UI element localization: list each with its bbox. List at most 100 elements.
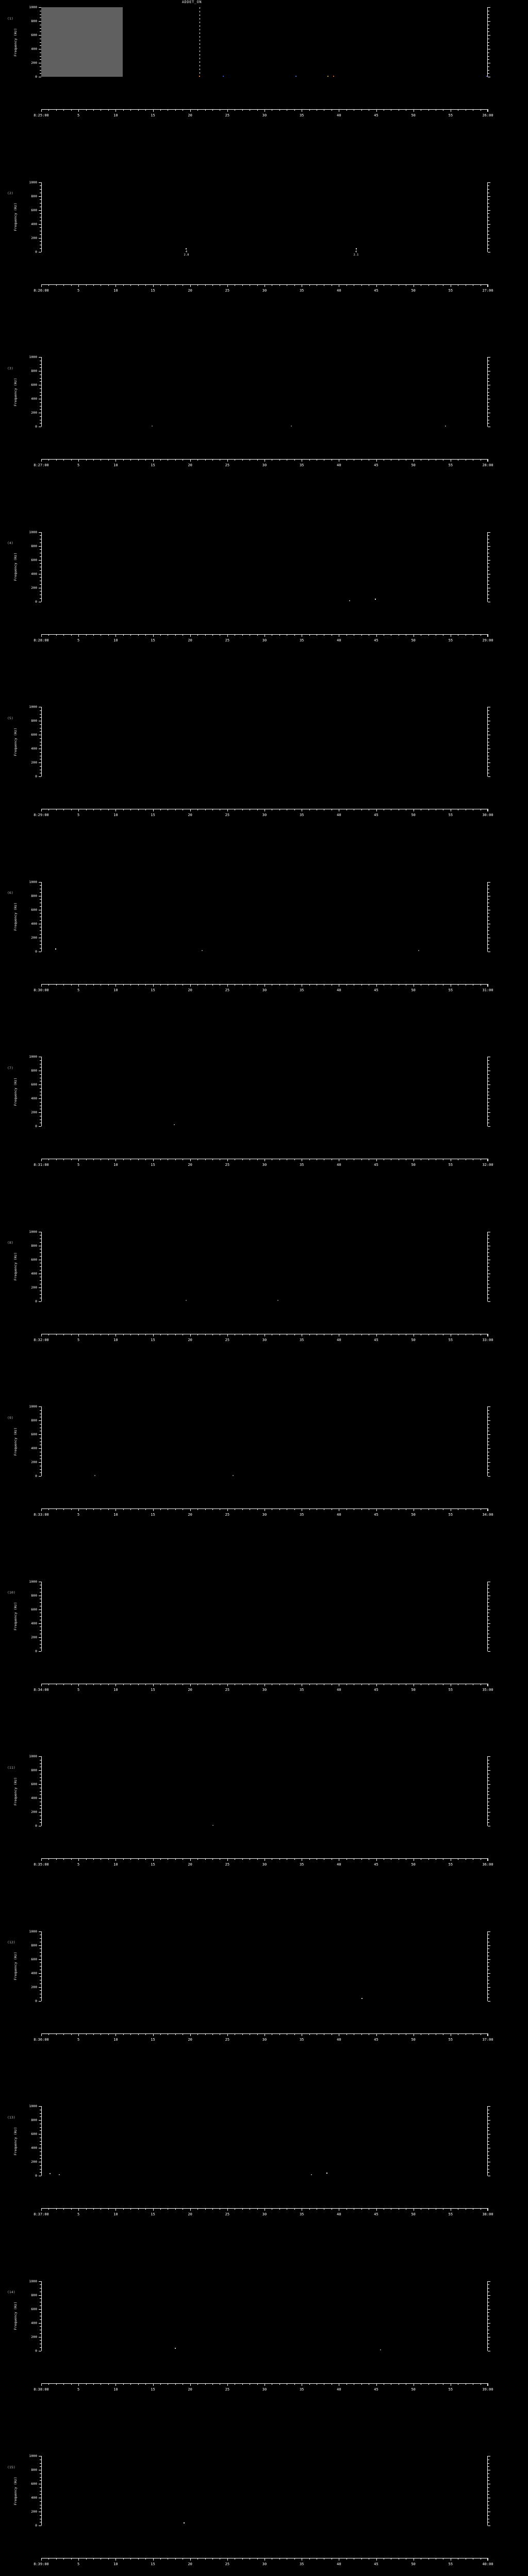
y-axis-minor-tick [40, 2473, 41, 2474]
plot-area: 0 200 400 600 800 1000 4 2.8 4 2.1 [29, 180, 490, 257]
y-axis-title: Frequency (Hz) [13, 1427, 18, 1455]
plot-area: 0 200 400 600 800 1000 [29, 5, 490, 79]
x-axis-tick-label: 50 [411, 1687, 416, 1692]
y-axis-minor-tick-right [488, 714, 489, 715]
x-axis-minor-tick [361, 459, 362, 461]
x-axis-minor-tick [279, 459, 280, 461]
x-axis-minor-tick [145, 1683, 146, 1685]
y-axis-tick-label: 0 [35, 1299, 37, 1303]
x-axis-tick-label: 15 [151, 1862, 155, 1867]
y-axis-minor-tick [40, 2487, 41, 2488]
x-axis-minor-tick [130, 2033, 131, 2035]
y-axis-tick-label: 400 [31, 1971, 37, 1975]
y-axis-spine-left [41, 532, 42, 602]
x-axis-tick-label: 50 [411, 1163, 416, 1167]
x-axis-minor-tick [175, 1159, 176, 1160]
x-axis-tick-label: 45 [374, 638, 378, 642]
data-point [355, 248, 357, 250]
x-axis-major-tick [227, 1509, 228, 1511]
data-point [55, 948, 56, 950]
x-axis-minor-tick [63, 2033, 64, 2035]
y-axis-minor-tick [40, 2347, 41, 2348]
x-axis-tick-label: 25 [225, 1687, 230, 1692]
x-axis-cap-right [487, 459, 488, 462]
y-axis-minor-tick-right [488, 717, 489, 718]
x-axis-major-tick [41, 1159, 42, 1161]
y-axis-tick [39, 776, 41, 777]
y-axis-minor-tick-right [488, 227, 489, 228]
y-axis-tick-label: 600 [31, 2132, 37, 2136]
y-axis-minor-tick-right [488, 1997, 489, 1998]
y-axis-tick-label: 1000 [29, 180, 37, 184]
x-axis-minor-tick [160, 1858, 161, 1860]
x-axis-tick-label: 40 [337, 2037, 341, 2042]
x-axis-major-tick [190, 1159, 191, 1161]
y-axis-minor-tick-right [488, 1990, 489, 1991]
y-axis-minor-tick [40, 892, 41, 893]
x-axis-tick-label: 15 [151, 288, 155, 293]
y-axis-minor-tick [40, 1626, 41, 1628]
x-axis-minor-tick [63, 459, 64, 461]
x-axis-cap-right [487, 2383, 488, 2386]
x-axis-cap-right [487, 2558, 488, 2561]
y-axis-minor-tick [40, 1822, 41, 1823]
shaded-region [41, 7, 123, 77]
y-axis-minor-tick-right [488, 367, 489, 368]
x-axis-minor-tick [346, 2558, 347, 2560]
x-axis-minor-tick [71, 1858, 72, 1860]
data-point [151, 425, 153, 427]
x-axis-minor-tick [257, 809, 258, 810]
y-axis-minor-tick [40, 73, 41, 74]
y-axis-tick-right [488, 2281, 490, 2282]
x-axis-tick-label: 20 [188, 1687, 192, 1692]
y-axis-minor-tick [40, 1266, 41, 1267]
x-axis-tick-label: 30 [262, 2037, 267, 2042]
data-point-label-top: 4 [355, 250, 357, 254]
x-axis-major-tick [153, 2033, 154, 2036]
y-axis-tick-label: 800 [31, 1768, 37, 1772]
y-axis-minor-tick-right [488, 2487, 489, 2488]
x-axis-tick-label: 5 [77, 1163, 80, 1167]
x-axis-minor-tick [145, 2033, 146, 2035]
y-axis-tick [39, 1784, 41, 1785]
x-axis-minor-tick [86, 1858, 87, 1860]
x-axis-cap-right [487, 2033, 488, 2036]
x-axis-tick-label: 25 [225, 813, 230, 817]
y-axis-minor-tick [40, 1962, 41, 1963]
x-axis-minor-tick [48, 2558, 50, 2560]
x-axis-minor-tick [160, 809, 161, 810]
y-axis-tick-label: 200 [31, 2334, 37, 2339]
x-axis-minor-tick [279, 1509, 280, 1510]
x-axis-tick-label: 20 [188, 1163, 192, 1167]
x-axis-tick-label: 39:00 [482, 2387, 493, 2392]
x-axis-tick-label: 8:39:00 [34, 2562, 49, 2566]
x-axis-minor-tick [93, 109, 94, 111]
x-axis-major-tick [78, 1858, 79, 1861]
x-axis-minor-tick [242, 809, 243, 810]
x-axis-major-tick [153, 809, 154, 811]
y-axis-minor-tick-right [488, 2508, 489, 2509]
y-axis-minor-tick-right [488, 710, 489, 711]
subplot-6: (6) Frequency (Hz) 0 200 400 600 800 1000 8:30:0… [0, 880, 528, 1057]
y-axis-tick [39, 1987, 41, 1988]
x-axis-minor-tick [279, 2208, 280, 2210]
y-axis-minor-tick [40, 1294, 41, 1295]
x-axis-minor-tick [294, 109, 295, 111]
y-axis-tick-label: 0 [35, 75, 37, 79]
subplot-index-label: (1) [7, 16, 13, 21]
x-axis-minor-tick [63, 984, 64, 986]
subplot-index-label: (11) [7, 1765, 15, 1770]
x-axis-major-tick [376, 109, 377, 112]
y-axis-tick-label: 400 [31, 2146, 37, 2150]
y-axis-title: Frequency (Hz) [13, 1777, 18, 1805]
y-axis-tick-label: 400 [31, 2496, 37, 2500]
plot-area: 0 200 400 600 800 1000 [29, 355, 490, 429]
x-axis-minor-tick [130, 1858, 131, 1860]
y-axis-minor-tick-right [488, 241, 489, 242]
data-point-label: 4 2.1 [354, 250, 359, 257]
x-axis-major-tick [227, 459, 228, 462]
y-axis-tick [39, 1434, 41, 1435]
y-axis-tick-label: 400 [31, 222, 37, 226]
x-axis-minor-tick [93, 459, 94, 461]
x-axis-tick-label: 30 [262, 463, 267, 467]
